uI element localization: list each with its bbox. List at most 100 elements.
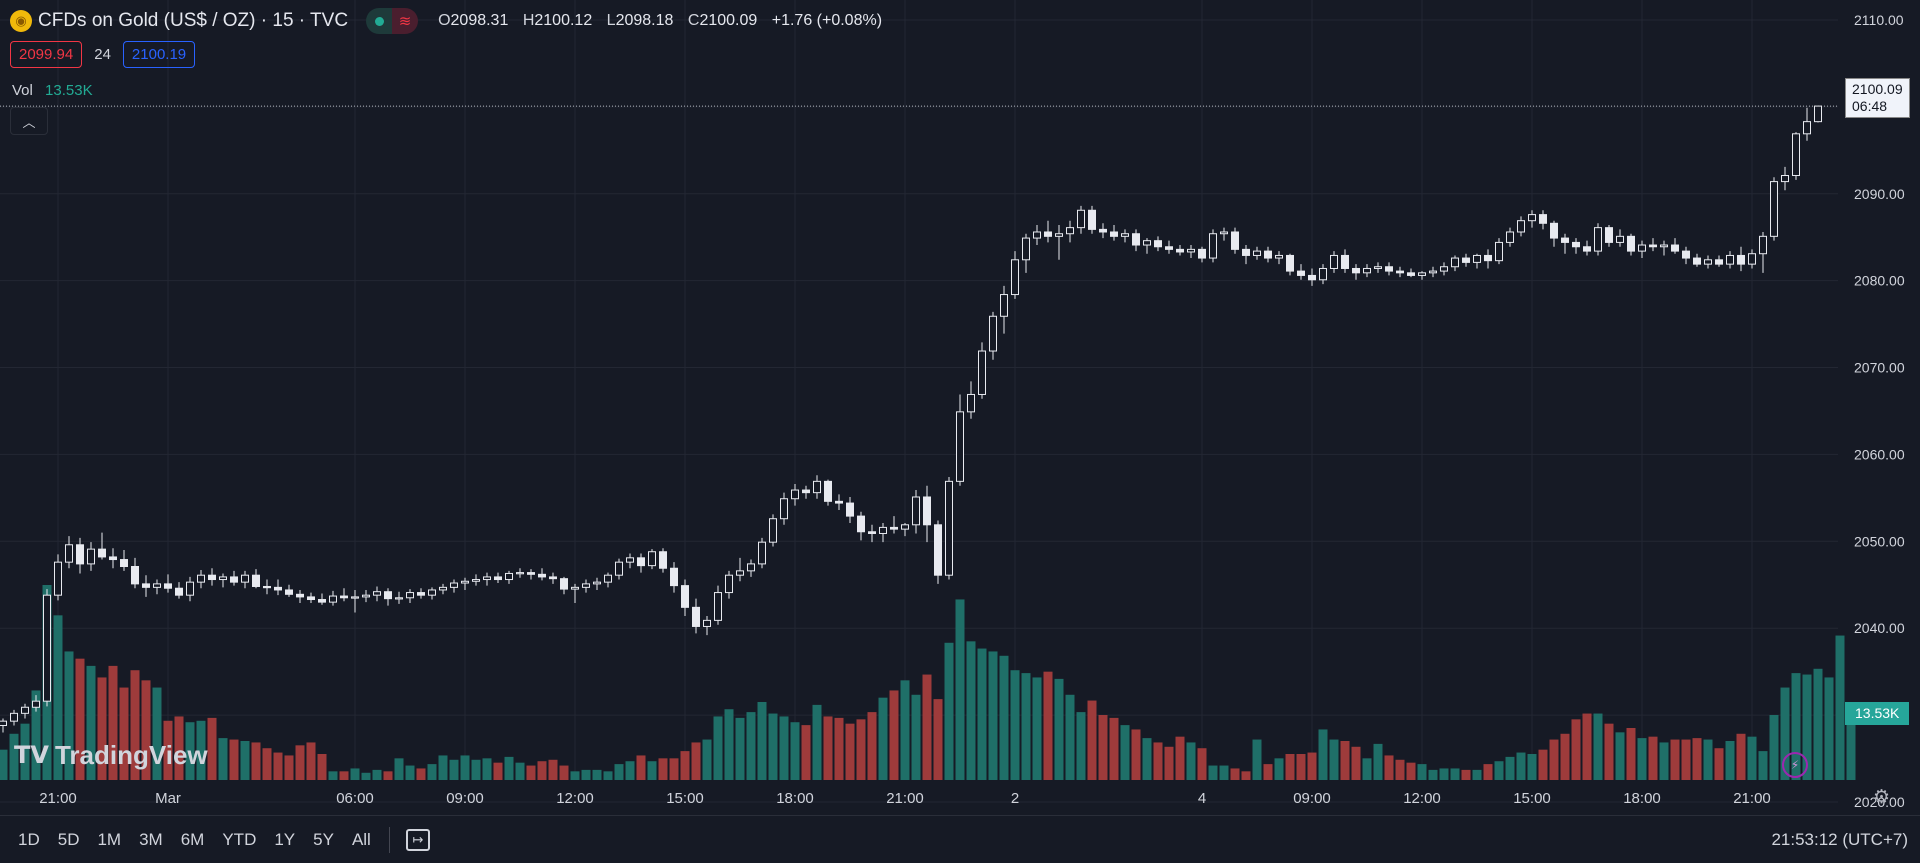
candle-body (1143, 240, 1151, 246)
candle-body (615, 561, 623, 576)
sell-button[interactable]: 2099.94 (10, 41, 83, 68)
candle-body (175, 587, 183, 596)
buy-button[interactable]: 2100.19 (122, 41, 196, 68)
volume-bar (1835, 635, 1845, 780)
volume-bar (1461, 769, 1471, 780)
volume-bar (1483, 764, 1493, 780)
bottom-toolbar: 1D 5D 1M 3M 6M YTD 1Y 5Y All ↦ 21:53:12 … (0, 815, 1920, 863)
volume-bar (1263, 764, 1273, 780)
range-5d-button[interactable]: 5D (57, 829, 80, 849)
candle-body (1286, 254, 1294, 272)
volume-legend[interactable]: Vol 13.53K (12, 82, 93, 99)
volume-bar (1758, 751, 1768, 780)
candle-body (21, 706, 29, 714)
candle-body (54, 561, 62, 596)
y-tick-label: 2110.00 (1854, 12, 1904, 28)
candle-body (1561, 237, 1569, 243)
candle-body (1517, 220, 1525, 233)
candle-body (1187, 248, 1195, 253)
symbol-title[interactable]: CFDs on Gold (US$ / OZ) · 15 · TVC (38, 10, 349, 31)
volume-bar (1439, 768, 1449, 780)
candle-body (901, 524, 909, 530)
volume-bar (1648, 736, 1658, 780)
volume-bar (185, 722, 195, 780)
clock[interactable]: 21:53:12 (UTC+7) (1771, 830, 1908, 849)
range-1m-button[interactable]: 1M (97, 829, 122, 849)
volume-bar (1142, 738, 1152, 780)
range-1y-button[interactable]: 1Y (274, 829, 296, 849)
spread-value: 24 (94, 46, 111, 63)
candle-body (758, 541, 766, 565)
volume-bar (1406, 762, 1416, 780)
range-1d-button[interactable]: 1D (18, 829, 40, 849)
volume-bar (1615, 732, 1625, 780)
candle-body (703, 619, 711, 627)
volume-bar (856, 719, 866, 780)
volume-bar (724, 709, 734, 780)
range-3m-button[interactable]: 3M (139, 829, 163, 849)
candle-body (384, 591, 392, 600)
volume-bar (97, 677, 107, 780)
candle-body (604, 574, 612, 583)
collapse-legend-button[interactable]: ︿ (10, 107, 48, 135)
volume-bar (1065, 694, 1075, 780)
candle-body (1055, 233, 1063, 237)
volume-bar (1659, 742, 1669, 780)
go-to-date-icon[interactable]: ↦ (405, 828, 430, 851)
candle-body (648, 551, 656, 567)
candle-body (461, 580, 469, 584)
candle-body (956, 411, 964, 482)
volume-bar (548, 759, 558, 780)
volume-bar (680, 751, 690, 780)
range-all-button[interactable]: All (351, 829, 371, 849)
volume-bar (966, 641, 976, 780)
candle-body (1198, 248, 1206, 259)
x-tick-label: 12:00 (1403, 790, 1441, 807)
candle-body (1044, 231, 1052, 237)
price-chart[interactable]: 2110.002100.002090.002080.002070.002060.… (0, 0, 1920, 815)
axis-settings-icon[interactable]: ⚙ (1873, 787, 1891, 808)
candle-body (1715, 259, 1723, 265)
volume-bar (1626, 728, 1636, 780)
candle-body (1484, 254, 1492, 262)
candle-body (65, 544, 73, 563)
volume-bar (1362, 758, 1372, 780)
candle-body (1330, 254, 1338, 269)
candle-body (351, 596, 359, 599)
x-tick-label: 2 (1011, 790, 1019, 807)
candle-body (637, 557, 645, 567)
candle-body (164, 583, 172, 589)
last-price: 2100.09 (1852, 81, 1903, 97)
candle-body (1660, 244, 1668, 248)
candle-body (1242, 248, 1250, 256)
tradingview-logo[interactable]: 𝗧𝗩 TradingView (14, 740, 208, 771)
candle-body (967, 393, 975, 413)
volume-bar (75, 658, 85, 780)
candle-body (285, 589, 293, 595)
candle-body (626, 557, 634, 563)
volume-bar (1230, 768, 1240, 780)
volume-bar (317, 754, 327, 780)
lightning-button[interactable]: ⚡ (1782, 752, 1808, 778)
volume-bar (1571, 719, 1581, 780)
market-status[interactable]: ≋ (366, 8, 419, 34)
candle-body (978, 350, 986, 395)
candle-body (1616, 235, 1624, 243)
candle-body (483, 576, 491, 581)
ohlc-values: O2098.31 H2100.12 L2098.18 C2100.09 +1.7… (438, 12, 883, 29)
candle-body (1528, 214, 1536, 222)
candle-body (1803, 121, 1811, 135)
candle-body (1407, 272, 1415, 276)
x-tick-label: 21:00 (886, 790, 924, 807)
volume-bar (1824, 677, 1834, 780)
candle-body (846, 502, 854, 517)
volume-bar (174, 716, 184, 780)
candle-body (1704, 259, 1712, 265)
range-6m-button[interactable]: 6M (180, 829, 205, 849)
range-ytd-button[interactable]: YTD (222, 829, 257, 849)
volume-bar (746, 712, 756, 780)
range-5y-button[interactable]: 5Y (313, 829, 334, 849)
volume-bar (933, 699, 943, 780)
volume-bar (823, 716, 833, 780)
volume-bar (482, 758, 492, 780)
